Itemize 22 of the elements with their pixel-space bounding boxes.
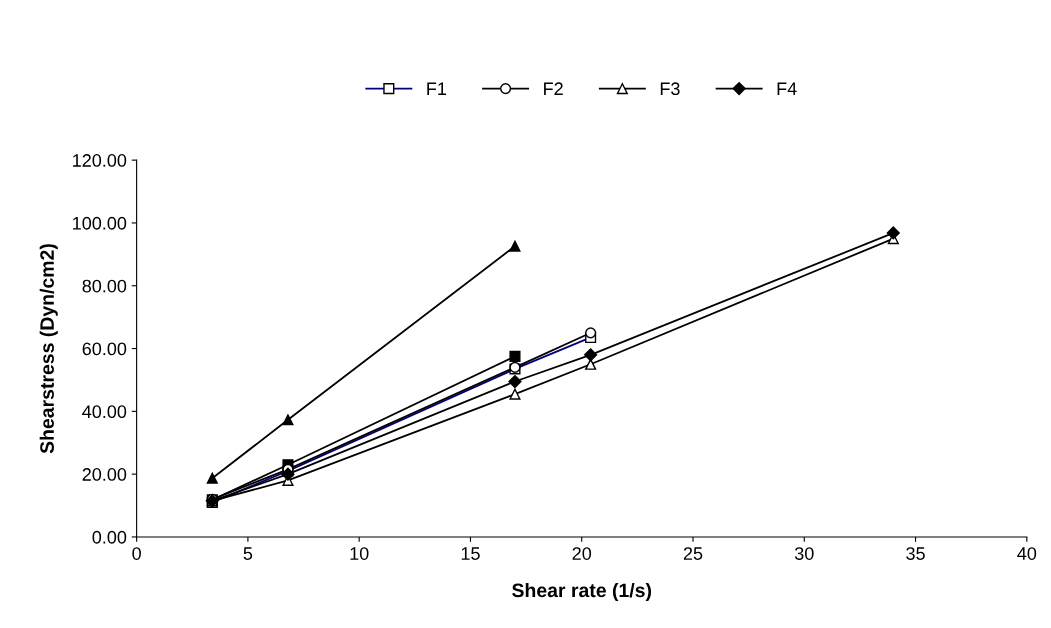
y-tick-label: 80.00 — [82, 279, 127, 293]
y-tick-label: 60.00 — [82, 342, 127, 356]
y-tick-label: 120.00 — [73, 154, 127, 167]
x-tick-label: 10 — [350, 547, 369, 560]
legend-label: F2 — [544, 82, 563, 95]
x-tick-label: 15 — [461, 547, 480, 560]
y-axis-title: Shearstress (Dyn/cm2) — [39, 244, 58, 454]
x-tick-label: 5 — [243, 547, 253, 560]
x-axis-title: Shear rate (1/s) — [512, 582, 652, 602]
x-tick-label: 0 — [132, 547, 141, 560]
y-tick-label: 100.00 — [73, 216, 127, 230]
legend-label: F4 — [777, 82, 797, 95]
x-tick-label: 40 — [1017, 547, 1037, 560]
y-tick-label: 40.00 — [82, 405, 127, 419]
x-tick-label: 20 — [572, 547, 592, 560]
x-tick-label: 35 — [906, 547, 925, 560]
x-tick-label: 30 — [794, 547, 814, 560]
x-tick-label: 25 — [683, 547, 703, 560]
y-tick-label: 20.00 — [82, 468, 127, 481]
legend-label: F1 — [427, 82, 447, 95]
y-tick-label: 0.00 — [92, 530, 127, 544]
legend-label: F3 — [660, 82, 680, 96]
